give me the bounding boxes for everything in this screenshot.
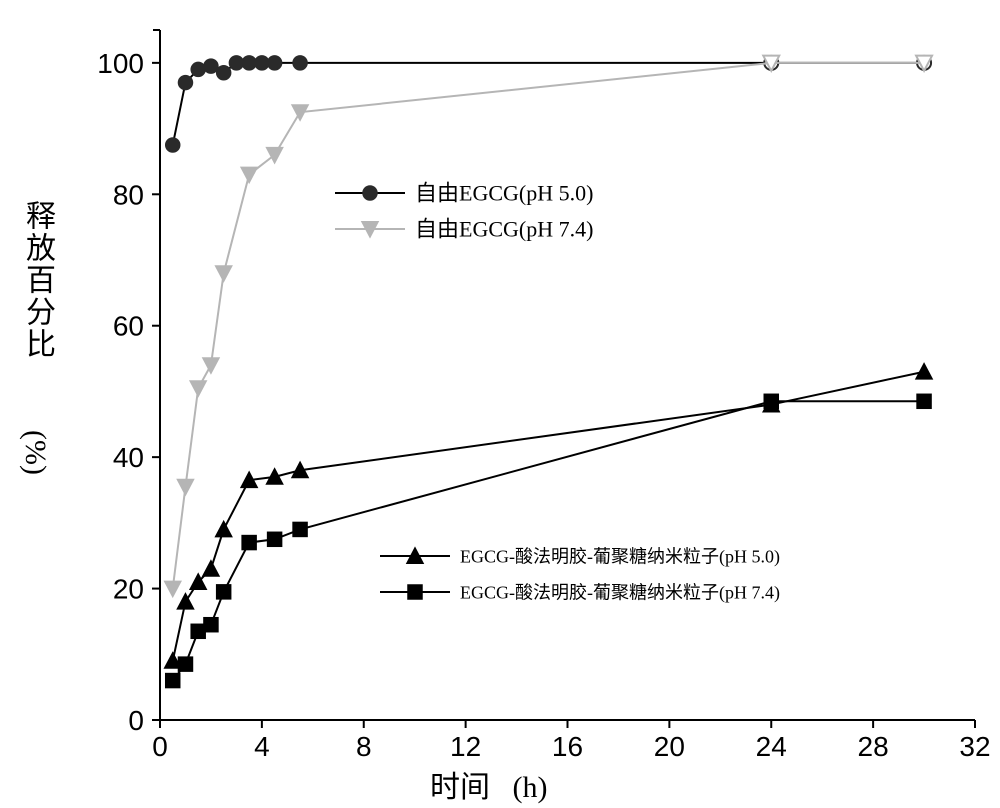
svg-text:100: 100 bbox=[97, 48, 144, 79]
svg-text:32: 32 bbox=[959, 731, 990, 762]
svg-text:EGCG-酸法明胶-葡聚糖纳米粒子(pH 7.4): EGCG-酸法明胶-葡聚糖纳米粒子(pH 7.4) bbox=[460, 582, 780, 603]
svg-text:24: 24 bbox=[756, 731, 787, 762]
svg-text:60: 60 bbox=[113, 311, 144, 342]
x-axis-label: 时间 (h) bbox=[430, 762, 547, 806]
svg-text:EGCG-酸法明胶-葡聚糖纳米粒子(pH 5.0): EGCG-酸法明胶-葡聚糖纳米粒子(pH 5.0) bbox=[460, 546, 780, 567]
x-axis-unit: (h) bbox=[513, 771, 548, 804]
svg-text:自由EGCG(pH 5.0): 自由EGCG(pH 5.0) bbox=[415, 181, 593, 206]
svg-text:12: 12 bbox=[450, 731, 481, 762]
svg-text:8: 8 bbox=[356, 731, 372, 762]
chart-svg: 0 4 8 12 16 20 24 28 32 0 20 40 60 80 100 自由EGCG(pH 5.0… bbox=[0, 0, 1000, 808]
svg-text:40: 40 bbox=[113, 442, 144, 473]
release-chart: 0 4 8 12 16 20 24 28 32 0 20 40 60 80 100 自由EGCG(pH 5.0… bbox=[0, 0, 1000, 808]
svg-text:0: 0 bbox=[152, 731, 168, 762]
svg-text:20: 20 bbox=[113, 574, 144, 605]
svg-text:80: 80 bbox=[113, 179, 144, 210]
x-axis-label-text: 时间 bbox=[430, 771, 490, 804]
svg-text:4: 4 bbox=[254, 731, 270, 762]
svg-text:28: 28 bbox=[858, 731, 889, 762]
svg-text:0: 0 bbox=[128, 705, 144, 736]
svg-text:16: 16 bbox=[552, 731, 583, 762]
y-axis-unit: (%) bbox=[18, 430, 52, 475]
svg-text:自由EGCG(pH 7.4): 自由EGCG(pH 7.4) bbox=[415, 217, 593, 242]
y-axis-label: 释放百分比 bbox=[15, 200, 59, 360]
svg-text:20: 20 bbox=[654, 731, 685, 762]
